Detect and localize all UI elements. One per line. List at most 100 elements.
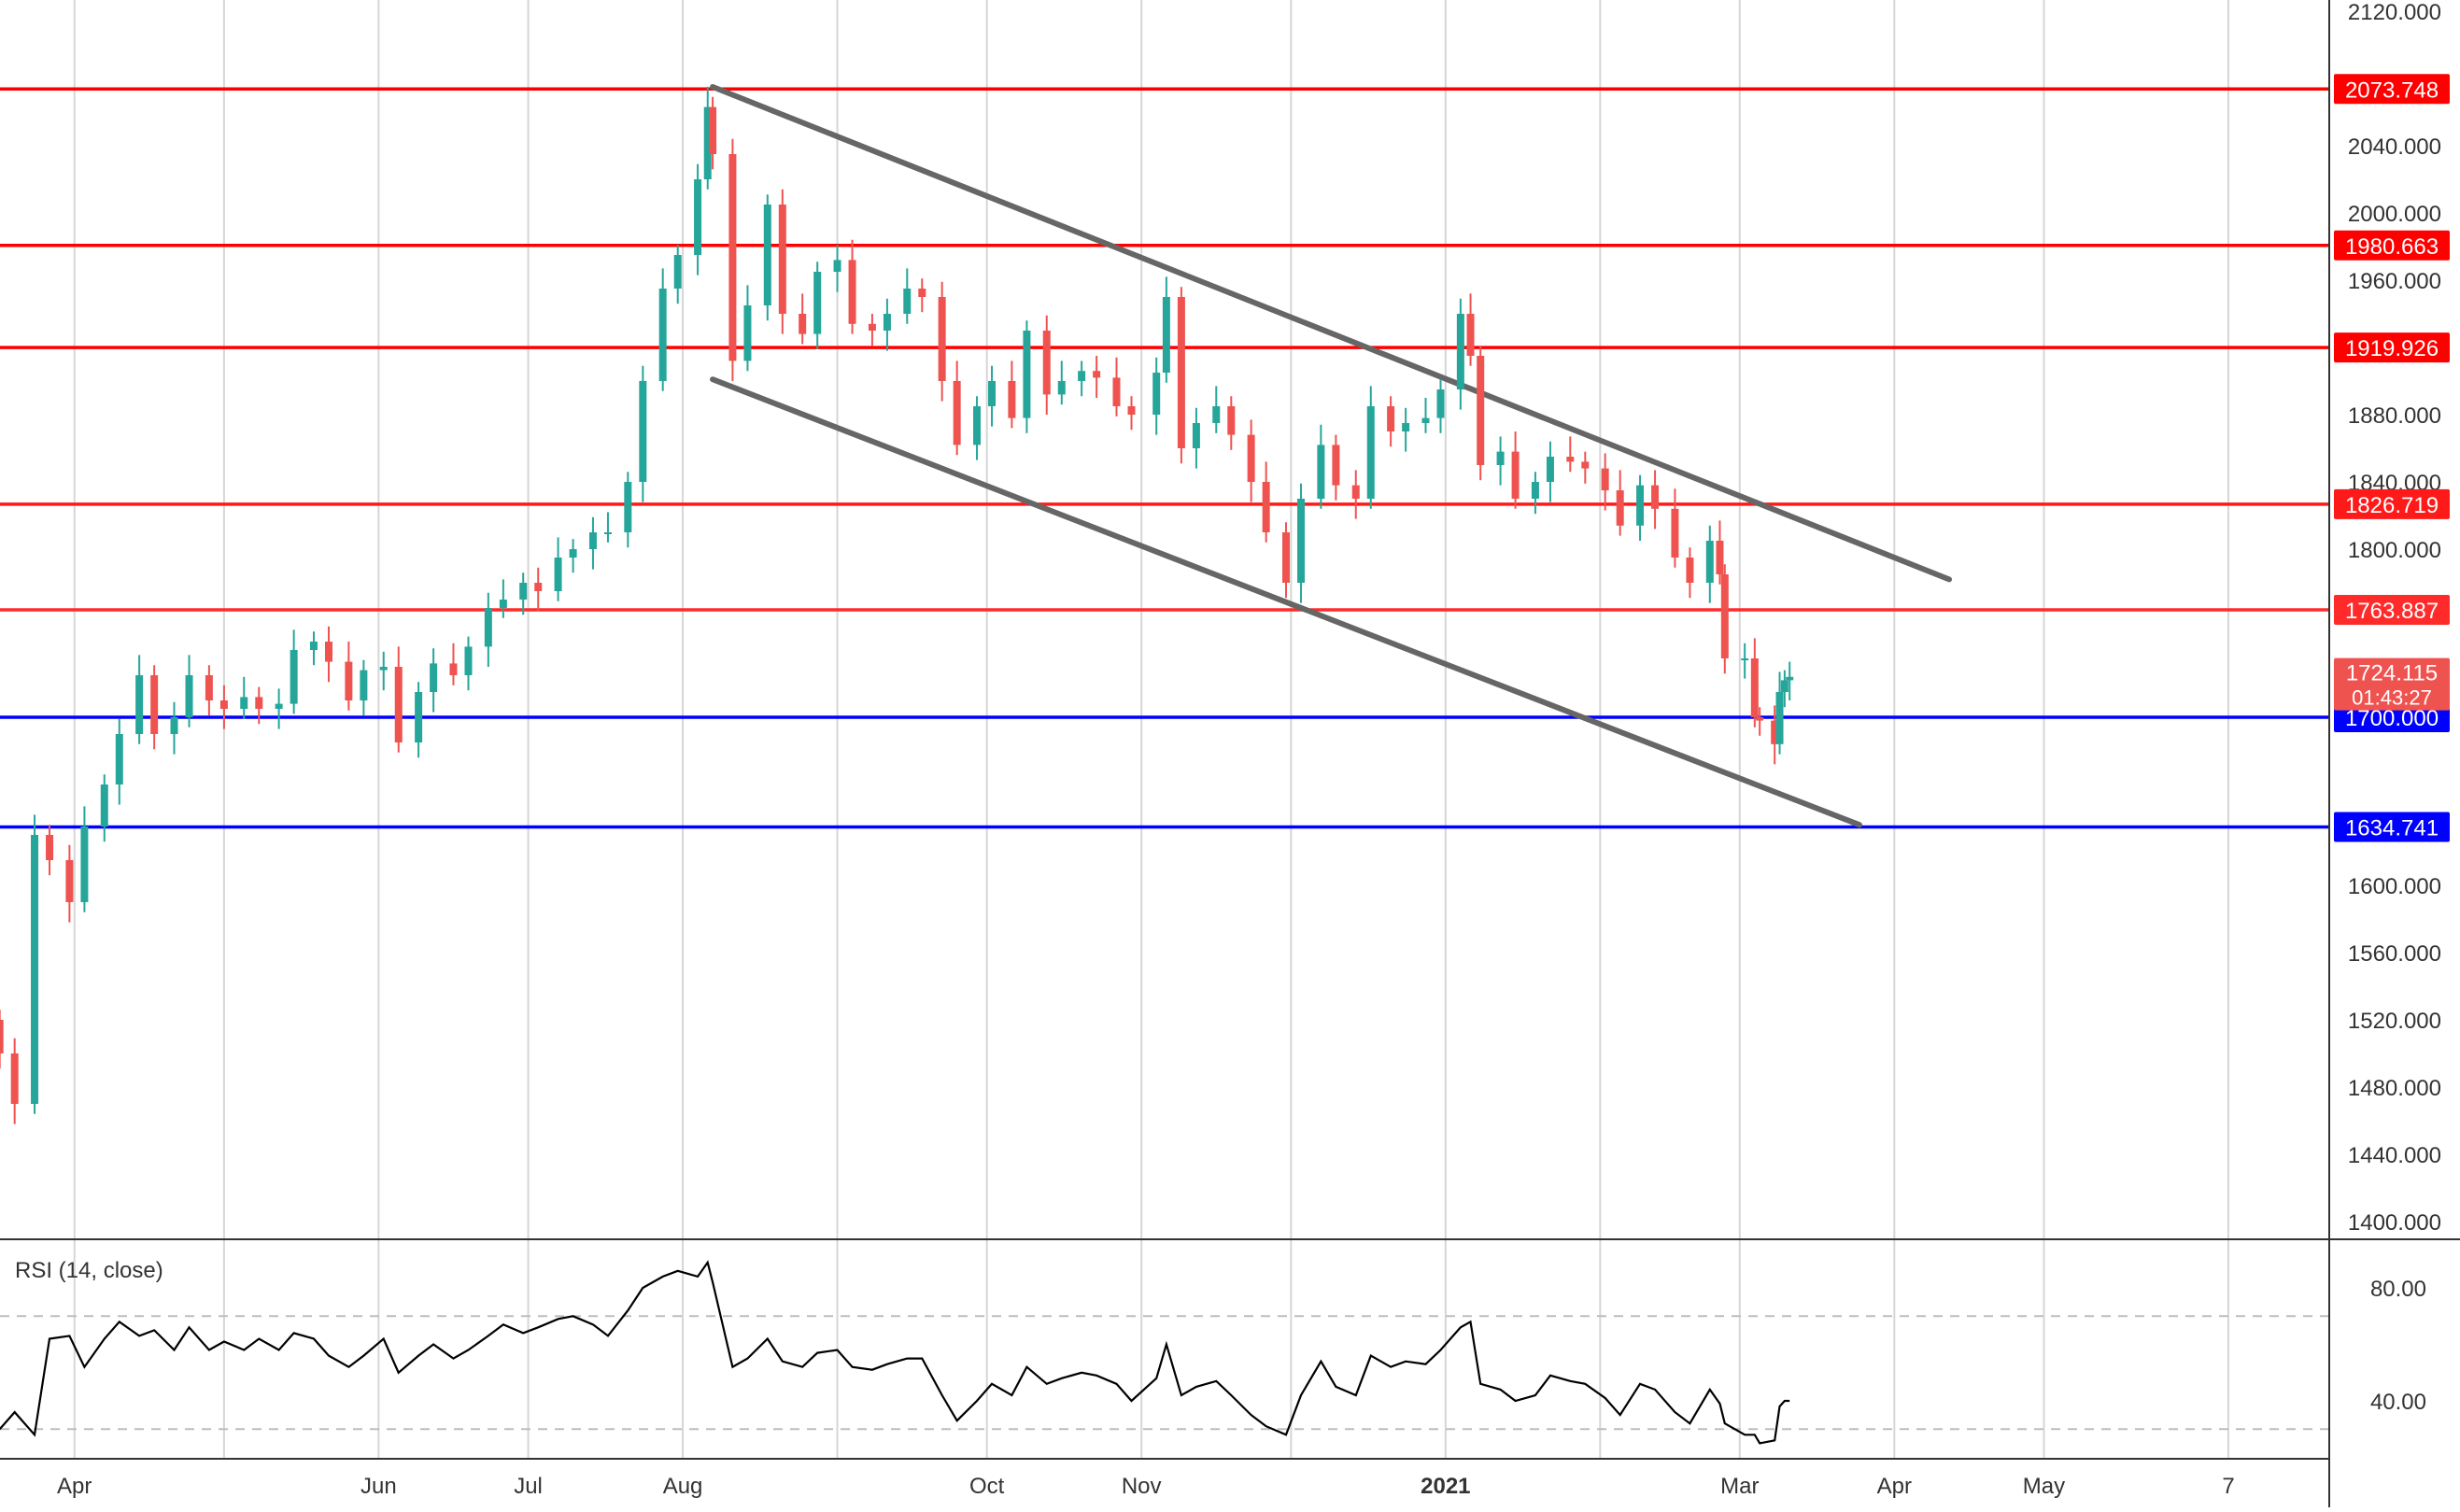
- price-tick-label: 1960.000: [2348, 269, 2441, 294]
- candle-body: [1775, 692, 1784, 744]
- trendline[interactable]: [710, 376, 1862, 828]
- candle: [1351, 470, 1360, 519]
- last-price-bg: [2334, 657, 2450, 711]
- candle: [1023, 320, 1031, 433]
- price-tick-label: 2040.000: [2348, 134, 2441, 160]
- candle-body: [848, 260, 856, 324]
- candle-body: [80, 827, 89, 902]
- candle-body: [1162, 297, 1170, 373]
- candle-body: [1720, 574, 1729, 658]
- candle-body: [1636, 485, 1645, 526]
- candle: [379, 651, 388, 691]
- candle: [464, 636, 473, 691]
- candle: [1651, 470, 1660, 530]
- candle: [1705, 525, 1714, 603]
- last-price-countdown: 01:43:27: [2352, 686, 2432, 710]
- candle-body: [309, 642, 318, 650]
- candle-body: [449, 663, 458, 675]
- time-axis-label: Jul: [514, 1474, 543, 1499]
- candle: [1601, 453, 1609, 511]
- candle: [1566, 436, 1575, 473]
- candle-body: [603, 532, 612, 534]
- rsi-title[interactable]: RSI (14, close): [15, 1258, 163, 1283]
- candle-body: [1008, 381, 1016, 418]
- candle: [1456, 298, 1464, 410]
- candle: [1466, 293, 1475, 366]
- candle-body: [938, 297, 946, 381]
- candles: [0, 87, 1794, 1124]
- candle: [115, 718, 123, 805]
- candle: [903, 268, 912, 324]
- candle: [255, 686, 263, 725]
- candle: [918, 278, 926, 313]
- candle: [1496, 436, 1505, 486]
- candle: [1227, 396, 1236, 450]
- price-tick-label: 1440.000: [2348, 1143, 2441, 1168]
- candle-body: [31, 835, 39, 1104]
- candle-body: [185, 675, 193, 717]
- candle-body: [1177, 297, 1185, 448]
- level-label-text: 1634.741: [2345, 815, 2439, 841]
- candle-body: [1387, 406, 1395, 431]
- candle: [1786, 661, 1794, 700]
- candle: [569, 539, 577, 573]
- candle-body: [1297, 499, 1306, 583]
- candle-body: [499, 600, 507, 608]
- candle-body: [728, 154, 737, 361]
- candle: [883, 298, 891, 351]
- time-axis-label: May: [2023, 1474, 2065, 1499]
- candle-body: [394, 667, 403, 742]
- time-axis: Apr Jun Jul Aug Oct Nov 2021 Mar Apr May 7: [57, 1474, 2235, 1499]
- candle-body: [883, 314, 891, 331]
- rsi-tick-label: 80.00: [2370, 1277, 2426, 1302]
- candle-body: [1601, 468, 1609, 490]
- level-price-label[interactable]: 1634.741: [2334, 812, 2450, 842]
- candle-body: [694, 179, 702, 255]
- candle: [170, 701, 178, 755]
- candle: [31, 814, 39, 1114]
- candle: [603, 512, 612, 543]
- candle-body: [464, 646, 473, 675]
- candle-body: [953, 381, 961, 445]
- candle: [1750, 638, 1759, 728]
- candle-body: [624, 482, 632, 532]
- candle: [1212, 386, 1221, 433]
- candle-body: [1750, 658, 1759, 717]
- candle: [1282, 522, 1291, 599]
- candle-body: [240, 697, 248, 709]
- price-tick-label: 1600.000: [2348, 874, 2441, 899]
- candle: [1546, 441, 1554, 502]
- candle: [743, 285, 752, 372]
- time-axis-label: 7: [2222, 1474, 2234, 1499]
- candle: [290, 629, 298, 714]
- candle-body: [1402, 423, 1410, 431]
- candle: [1177, 287, 1185, 464]
- trendline[interactable]: [710, 84, 1953, 583]
- time-axis-label: Apr: [1877, 1474, 1912, 1499]
- candle-body: [275, 703, 283, 709]
- candle: [240, 676, 248, 719]
- level-price-label[interactable]: 1919.926: [2334, 332, 2450, 363]
- candle: [1477, 346, 1485, 481]
- rsi-tick-label: 40.00: [2370, 1390, 2426, 1415]
- candle-body: [903, 289, 912, 314]
- level-price-label[interactable]: 1826.719: [2334, 488, 2450, 519]
- time-axis-label: 2021: [1421, 1474, 1470, 1499]
- candle: [1511, 431, 1520, 509]
- candle-body: [673, 255, 682, 289]
- price-tick-label: 2000.000: [2348, 202, 2441, 227]
- level-price-label[interactable]: 1980.663: [2334, 230, 2450, 261]
- candle: [848, 239, 856, 334]
- level-price-label[interactable]: 1763.887: [2334, 595, 2450, 626]
- level-price-label[interactable]: 2073.748: [2334, 74, 2450, 105]
- time-axis-label: Mar: [1720, 1474, 1759, 1499]
- candle-body: [778, 205, 786, 314]
- candle-body: [135, 675, 144, 734]
- candle: [1780, 670, 1788, 708]
- candle: [763, 194, 771, 321]
- candle: [703, 87, 712, 190]
- candle-body: [1566, 457, 1575, 462]
- candle-body: [703, 106, 712, 179]
